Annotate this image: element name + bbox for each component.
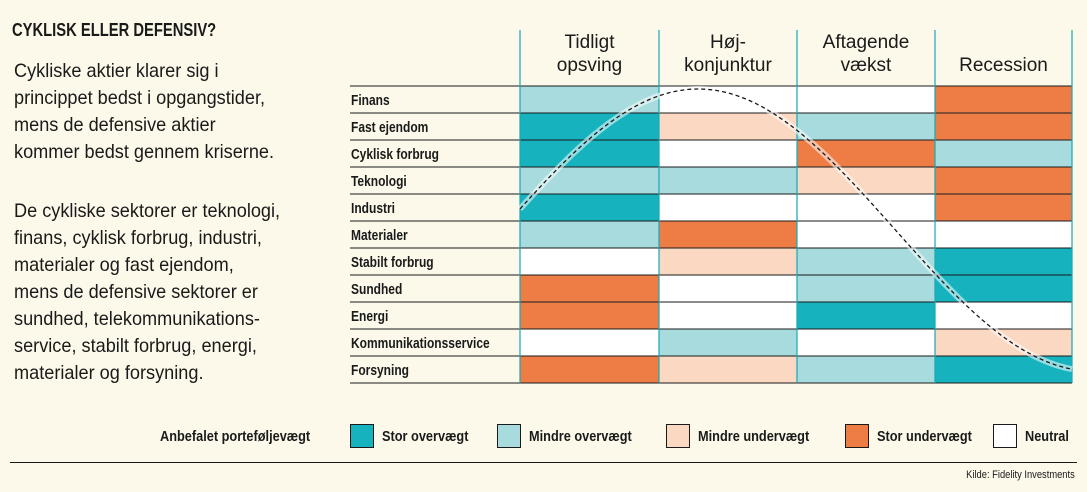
heatmap-cell: [659, 167, 797, 194]
heatmap-cell: [520, 194, 659, 221]
sector-label: Teknologi: [351, 173, 407, 190]
legend-swatch: [845, 424, 869, 448]
heatmap-cell: [797, 221, 935, 248]
legend-swatch: [993, 424, 1017, 448]
heatmap-cell: [797, 86, 935, 113]
sector-label: Fast ejendom: [351, 119, 428, 136]
heatmap-cell: [935, 167, 1072, 194]
legend-item: Stor undervægt: [845, 422, 989, 450]
heatmap-cell: [520, 302, 659, 329]
legend-label: Mindre undervægt: [698, 427, 810, 445]
phase-label: Aftagende: [823, 32, 910, 53]
heatmap-cell: [659, 275, 797, 302]
sectors-paragraph: De cykliske sektorer er teknologi, finan…: [14, 200, 281, 384]
legend-label: Stor overvægt: [382, 427, 469, 445]
source-note: Kilde: Fidelity Investments: [966, 469, 1075, 481]
heatmap-cell: [935, 248, 1072, 275]
legend-swatch: [666, 424, 690, 448]
cycle-curve: [519, 88, 1073, 370]
heatmap-cell: [659, 302, 797, 329]
heatmap-cell: [935, 140, 1072, 167]
heatmap-cell: [797, 356, 935, 383]
phase-label: Tidligt: [565, 32, 616, 53]
sector-label: Kommunikationsservice: [351, 335, 490, 352]
legend-swatch: [497, 424, 521, 448]
heatmap-cell: [797, 167, 935, 194]
sector-label: Finans: [351, 92, 390, 109]
legend-label: Mindre overvægt: [529, 427, 632, 445]
phase-label: opsving: [557, 55, 623, 76]
sector-label: Cyklisk forbrug: [351, 146, 439, 163]
heatmap-cell: [659, 194, 797, 221]
heatmap-cell: [935, 356, 1072, 383]
sector-label: Materialer: [351, 227, 408, 244]
heatmap-cell: [935, 329, 1072, 356]
legend-item: Stor overvægt: [350, 422, 484, 450]
phase-label: Recession: [959, 55, 1048, 76]
heatmap-cell: [659, 113, 797, 140]
heatmap-cell: [659, 329, 797, 356]
heatmap-cell: [659, 356, 797, 383]
legend-label: Stor undervægt: [877, 427, 972, 445]
legend-item: Mindre overvægt: [497, 422, 650, 450]
sector-label: Sundhed: [351, 281, 402, 298]
heatmap-cell: [935, 113, 1072, 140]
chart-title: CYKLISK ELLER DEFENSIV?: [12, 20, 217, 40]
intro-paragraph: Cykliske aktier klarer sig i princippet …: [14, 60, 275, 163]
heatmap-cell: [520, 221, 659, 248]
heatmap-cell: [520, 86, 659, 113]
sector-label: Energi: [351, 308, 388, 325]
heatmap-cell: [797, 140, 935, 167]
heatmap-cell: [659, 140, 797, 167]
legend-item: Neutral: [993, 422, 1077, 450]
sector-label: Industri: [351, 200, 395, 217]
heatmap-cell: [935, 221, 1072, 248]
sector-label: Stabilt forbrug: [351, 254, 434, 271]
phase-label: Høj-: [710, 32, 746, 53]
heatmap-cell: [935, 86, 1072, 113]
phase-label: konjunktur: [684, 55, 772, 76]
bottom-rule: [10, 462, 1077, 463]
heatmap-cell: [659, 248, 797, 275]
heatmap-cell: [520, 275, 659, 302]
heatmap-cell: [797, 329, 935, 356]
heatmap-cell: [520, 356, 659, 383]
legend-item: Mindre undervægt: [666, 422, 829, 450]
heatmap-cell: [935, 194, 1072, 221]
legend-label: Neutral: [1025, 427, 1069, 445]
phase-label: vækst: [841, 55, 892, 76]
legend-swatch: [350, 424, 374, 448]
heatmap-cell: [935, 302, 1072, 329]
heatmap-cell: [797, 113, 935, 140]
heatmap-cell: [520, 248, 659, 275]
heatmap-cell: [797, 302, 935, 329]
legend-title: Anbefalet porteføljevægt: [160, 428, 311, 445]
heatmap-cell: [659, 221, 797, 248]
heatmap-cell: [520, 140, 659, 167]
heatmap-cell: [520, 329, 659, 356]
heatmap-cell: [797, 275, 935, 302]
sector-label: Forsyning: [351, 362, 409, 379]
